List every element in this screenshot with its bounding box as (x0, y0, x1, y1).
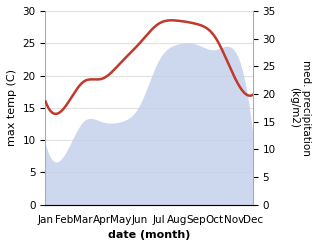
Y-axis label: med. precipitation
(kg/m2): med. precipitation (kg/m2) (289, 60, 311, 156)
Y-axis label: max temp (C): max temp (C) (7, 69, 17, 146)
X-axis label: date (month): date (month) (108, 230, 190, 240)
